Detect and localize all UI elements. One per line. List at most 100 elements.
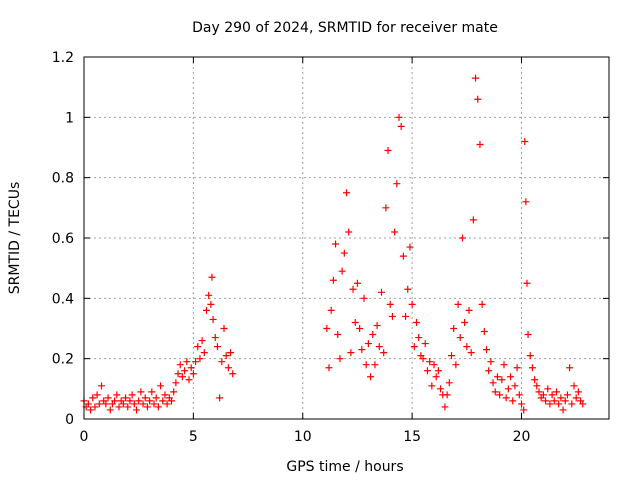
data-point	[461, 318, 469, 326]
data-point	[198, 337, 206, 345]
data-point	[358, 346, 366, 354]
data-point	[574, 388, 582, 396]
data-point	[178, 373, 186, 381]
data-point	[168, 397, 175, 405]
data-point	[187, 364, 195, 372]
data-point	[332, 240, 340, 248]
data-point	[338, 267, 346, 275]
data-point	[161, 391, 169, 399]
data-point	[555, 400, 563, 408]
data-point	[356, 325, 364, 332]
chart-title: Day 290 of 2024, SRMTID for receiver mat…	[192, 20, 498, 36]
data-point	[548, 391, 556, 399]
data-point	[480, 328, 488, 336]
data-point	[159, 397, 167, 405]
data-point	[373, 321, 381, 329]
data-point	[133, 406, 140, 414]
data-point	[493, 373, 501, 381]
data-point	[148, 388, 156, 396]
data-point	[102, 400, 110, 408]
data-point	[454, 300, 462, 308]
x-tick-label: 15	[403, 429, 421, 445]
data-point	[336, 355, 344, 363]
data-point	[192, 358, 200, 366]
data-point	[174, 370, 182, 378]
data-point	[443, 391, 451, 399]
data-point	[384, 147, 392, 155]
data-point	[345, 228, 353, 236]
data-point	[402, 312, 410, 320]
data-point	[566, 364, 574, 372]
data-point	[445, 379, 453, 387]
data-point	[104, 394, 112, 402]
data-point	[437, 385, 445, 393]
data-point	[196, 355, 204, 363]
data-point	[465, 306, 473, 314]
data-point	[432, 373, 440, 381]
data-point	[205, 291, 213, 299]
data-point	[137, 388, 145, 396]
data-point	[380, 349, 388, 357]
data-point	[351, 318, 359, 326]
data-point	[170, 388, 178, 396]
data-point	[423, 367, 431, 375]
data-point	[139, 400, 147, 408]
data-point	[122, 394, 130, 402]
x-tick-label: 20	[513, 429, 531, 445]
data-point	[362, 361, 370, 369]
data-point	[325, 364, 333, 372]
data-point	[391, 228, 399, 236]
y-axis-label: SRMTID / TECUs	[7, 182, 23, 295]
data-point	[531, 376, 539, 384]
data-point	[360, 294, 368, 302]
data-point	[334, 331, 342, 339]
data-point	[504, 385, 512, 393]
data-point	[369, 331, 377, 339]
data-point	[163, 400, 171, 408]
data-point	[520, 406, 528, 414]
data-point	[84, 400, 92, 408]
data-point	[343, 189, 350, 197]
data-point	[568, 400, 576, 408]
data-point	[550, 397, 558, 405]
data-point	[521, 137, 529, 145]
data-point	[375, 343, 383, 351]
data-point	[518, 400, 525, 408]
data-point	[397, 122, 405, 130]
data-point	[349, 285, 357, 293]
data-point	[386, 300, 394, 308]
data-point	[500, 361, 508, 369]
data-point	[213, 343, 221, 351]
data-point	[419, 355, 427, 363]
y-tick-label: 0.8	[52, 171, 74, 187]
x-axis-label: GPS time / hours	[286, 459, 403, 475]
data-point	[222, 352, 230, 360]
y-tick-label: 0.4	[52, 291, 74, 307]
data-point	[557, 394, 565, 402]
y-tick-label: 0	[65, 412, 74, 428]
data-point	[327, 306, 335, 314]
data-point	[227, 349, 235, 357]
data-point	[119, 400, 127, 408]
data-point	[141, 394, 149, 402]
data-point	[189, 370, 197, 378]
data-point	[89, 394, 97, 402]
data-points	[80, 74, 587, 414]
data-point	[211, 334, 219, 342]
data-point	[106, 406, 114, 414]
data-point	[463, 343, 471, 351]
data-point	[570, 382, 578, 390]
data-point	[218, 358, 226, 366]
grid	[84, 57, 609, 419]
data-point	[98, 382, 105, 390]
data-point	[194, 343, 202, 351]
data-point	[421, 340, 429, 348]
data-point	[528, 364, 536, 372]
x-tick-label: 10	[294, 429, 312, 445]
data-point	[135, 397, 143, 405]
y-tick-label: 1.2	[52, 50, 74, 66]
data-point	[216, 394, 224, 402]
data-point	[347, 349, 355, 357]
data-point	[539, 391, 547, 399]
